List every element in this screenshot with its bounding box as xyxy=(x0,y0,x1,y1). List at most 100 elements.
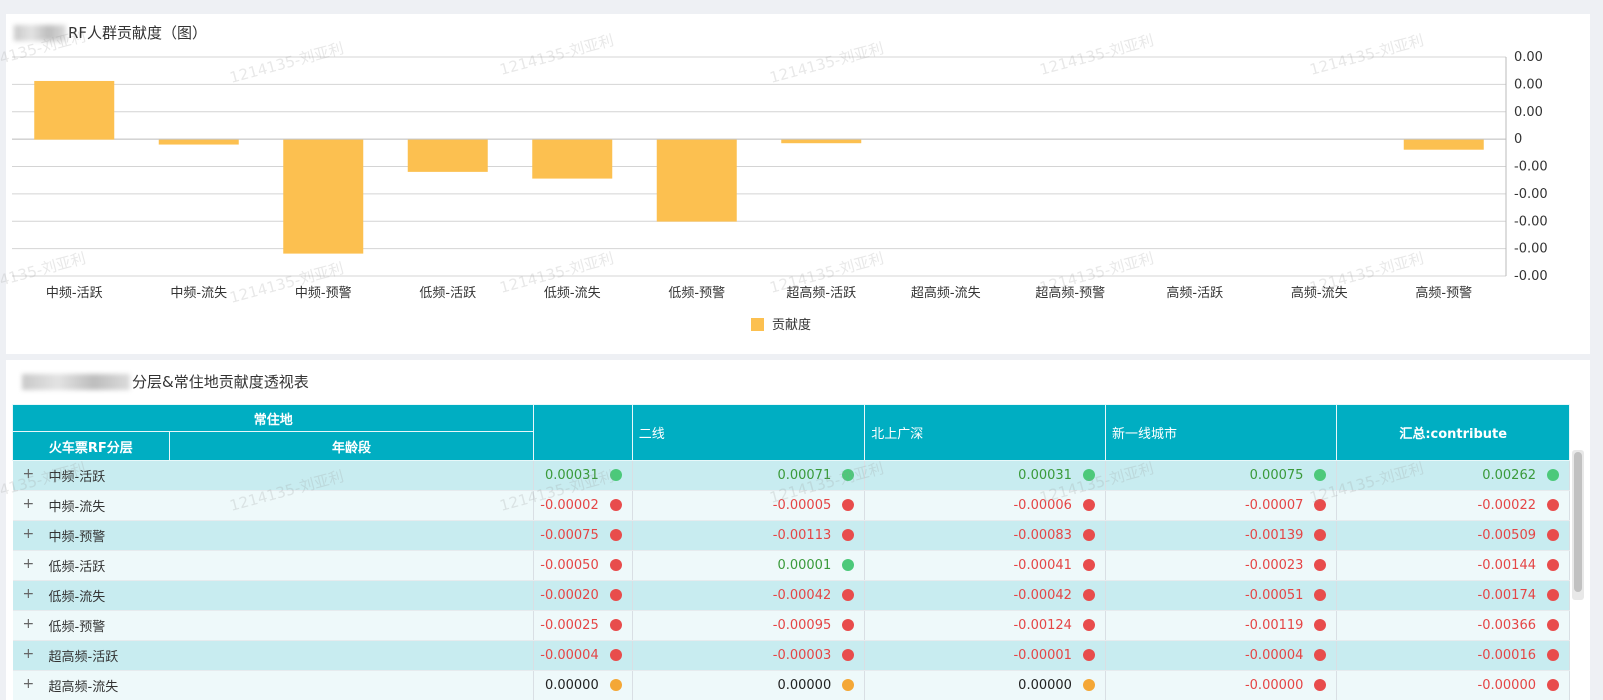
x-axis-ticks: 中频-活跃 中频-流失 中频-预警 低频-活跃 低频-流失 低频-预警 超高频-活跃 超高频-… xyxy=(46,285,1472,301)
value-cell: -0.00000 xyxy=(1105,670,1338,700)
value-cell: -0.00050 xyxy=(533,550,633,581)
header-col-total[interactable]: 汇总:contribute xyxy=(1336,404,1570,461)
cell-value: -0.00022 xyxy=(1477,498,1536,513)
table-row: + 中频-流失 -0.00002 -0.00005 -0.00006 -0.00007 -0… xyxy=(12,490,1570,521)
row-label-cell: + 超高频-活跃 xyxy=(12,640,535,671)
table-row: + 超高频-流失 0.00000 0.00000 0.00000 -0.00000 -0.0… xyxy=(12,670,1570,700)
cell-value: -0.00007 xyxy=(1244,498,1304,513)
header-col-new-tier1[interactable]: 新一线城市 xyxy=(1104,404,1338,461)
cell-value: -0.00113 xyxy=(772,528,832,543)
table-scrollbar-thumb[interactable] xyxy=(1574,452,1582,592)
value-cell: -0.00022 xyxy=(1336,490,1570,521)
value-cell: -0.00051 xyxy=(1105,580,1338,611)
header-age-group[interactable]: 年龄段 xyxy=(168,431,535,461)
cell-value: -0.00509 xyxy=(1477,528,1536,543)
status-dot-icon xyxy=(609,619,622,631)
value-cell: -0.00509 xyxy=(1336,520,1570,551)
value-cell: -0.00004 xyxy=(533,640,633,671)
value-cell: -0.00095 xyxy=(632,610,866,641)
x-tick-label: 中频-预警 xyxy=(295,285,352,301)
expand-icon[interactable]: + xyxy=(22,466,35,482)
value-cell: 0.00000 xyxy=(533,670,633,700)
legend-label[interactable]: 贡献度 xyxy=(772,317,811,333)
value-cell: -0.00025 xyxy=(533,610,633,641)
status-dot-icon xyxy=(1082,619,1095,631)
header-rf-layer[interactable]: 火车票RF分层 xyxy=(12,431,170,461)
status-dot-icon xyxy=(842,499,855,511)
cell-value: 0.00031 xyxy=(1018,468,1072,483)
bar[interactable] xyxy=(532,139,613,179)
row-label: 低频-活跃 xyxy=(48,560,106,575)
cell-value: 0.00262 xyxy=(1482,468,1536,483)
value-cell: -0.00005 xyxy=(632,490,866,521)
bar[interactable] xyxy=(1403,139,1484,150)
y-tick-label: 0.00 xyxy=(1514,50,1543,65)
value-cell: -0.00366 xyxy=(1336,610,1570,641)
x-tick-label: 超高频-预警 xyxy=(1035,285,1105,301)
y-tick-label: 0.00 xyxy=(1514,105,1543,120)
row-label: 超高频-活跃 xyxy=(48,650,119,665)
bar[interactable] xyxy=(781,139,862,144)
row-label-cell: + 低频-流失 xyxy=(12,580,535,611)
x-tick-label: 中频-活跃 xyxy=(46,286,103,301)
header-col-tier1[interactable]: 北上广深 xyxy=(864,404,1106,461)
row-label: 中频-流失 xyxy=(48,500,106,515)
expand-icon[interactable]: + xyxy=(22,646,35,662)
status-dot-icon xyxy=(1314,649,1327,661)
row-label: 中频-活跃 xyxy=(48,470,106,485)
bar[interactable] xyxy=(34,80,115,140)
chart-title: RF人群贡献度（图） xyxy=(14,22,207,43)
bar[interactable] xyxy=(407,139,488,172)
status-dot-icon xyxy=(842,469,855,481)
redacted-prefix xyxy=(14,25,66,41)
cell-value: -0.00042 xyxy=(1013,588,1072,603)
cell-value: 0.00000 xyxy=(544,678,599,693)
cell-value: 0.00001 xyxy=(777,558,832,573)
status-dot-icon xyxy=(1314,679,1327,691)
status-dot-icon xyxy=(609,499,622,511)
status-dot-icon xyxy=(1314,559,1327,571)
row-label: 中频-预警 xyxy=(48,530,106,545)
header-col-tier2[interactable]: 二线 xyxy=(631,404,866,461)
status-dot-icon xyxy=(1547,469,1559,481)
bar[interactable] xyxy=(158,139,239,145)
status-dot-icon xyxy=(609,529,622,541)
row-label-cell: + 低频-预警 xyxy=(12,610,535,641)
value-cell: 0.00262 xyxy=(1336,460,1570,491)
y-tick-label: -0.00 xyxy=(1514,160,1548,175)
x-tick-label: 高频-活跃 xyxy=(1166,285,1223,301)
y-axis-ticks: 0.00 0.00 0.00 0 -0.00 -0.00 -0.00 -0.00 -0.00 xyxy=(1514,50,1548,284)
value-cell: -0.00004 xyxy=(1105,640,1338,671)
status-dot-icon xyxy=(1547,649,1559,661)
header-col-0[interactable] xyxy=(533,404,633,461)
table-row: + 低频-预警 -0.00025 -0.00095 -0.00124 -0.00119 -0… xyxy=(12,610,1570,641)
status-dot-icon xyxy=(1547,589,1559,601)
bar[interactable] xyxy=(283,139,364,254)
cell-value: -0.00002 xyxy=(540,498,599,513)
cell-value: -0.00023 xyxy=(1244,558,1304,573)
value-cell: -0.00119 xyxy=(1105,610,1338,641)
status-dot-icon xyxy=(609,469,622,481)
bar[interactable] xyxy=(656,139,737,222)
expand-icon[interactable]: + xyxy=(22,556,35,572)
legend-swatch[interactable] xyxy=(751,318,764,331)
value-cell: -0.00113 xyxy=(632,520,866,551)
status-dot-icon xyxy=(1547,679,1559,691)
expand-icon[interactable]: + xyxy=(22,526,35,542)
pivot-table: 常住地 二线 北上广深 新一线城市 汇总:contribute 火车票RF分层 … xyxy=(12,404,1570,700)
value-cell: 0.00001 xyxy=(632,550,866,581)
status-dot-icon xyxy=(842,529,855,541)
value-cell: -0.00041 xyxy=(864,550,1106,581)
expand-icon[interactable]: + xyxy=(22,616,35,632)
expand-icon[interactable]: + xyxy=(22,496,35,512)
expand-icon[interactable]: + xyxy=(22,586,35,602)
row-label: 低频-预警 xyxy=(48,620,106,635)
row-label: 超高频-流失 xyxy=(48,680,119,695)
status-dot-icon xyxy=(1547,559,1559,571)
cell-value: -0.00003 xyxy=(772,648,832,663)
x-tick-label: 高频-预警 xyxy=(1415,285,1472,301)
expand-icon[interactable]: + xyxy=(22,676,35,692)
cell-value: 0.00031 xyxy=(544,468,599,483)
cell-value: -0.00004 xyxy=(1244,648,1304,663)
cell-value: -0.00000 xyxy=(1244,678,1304,693)
